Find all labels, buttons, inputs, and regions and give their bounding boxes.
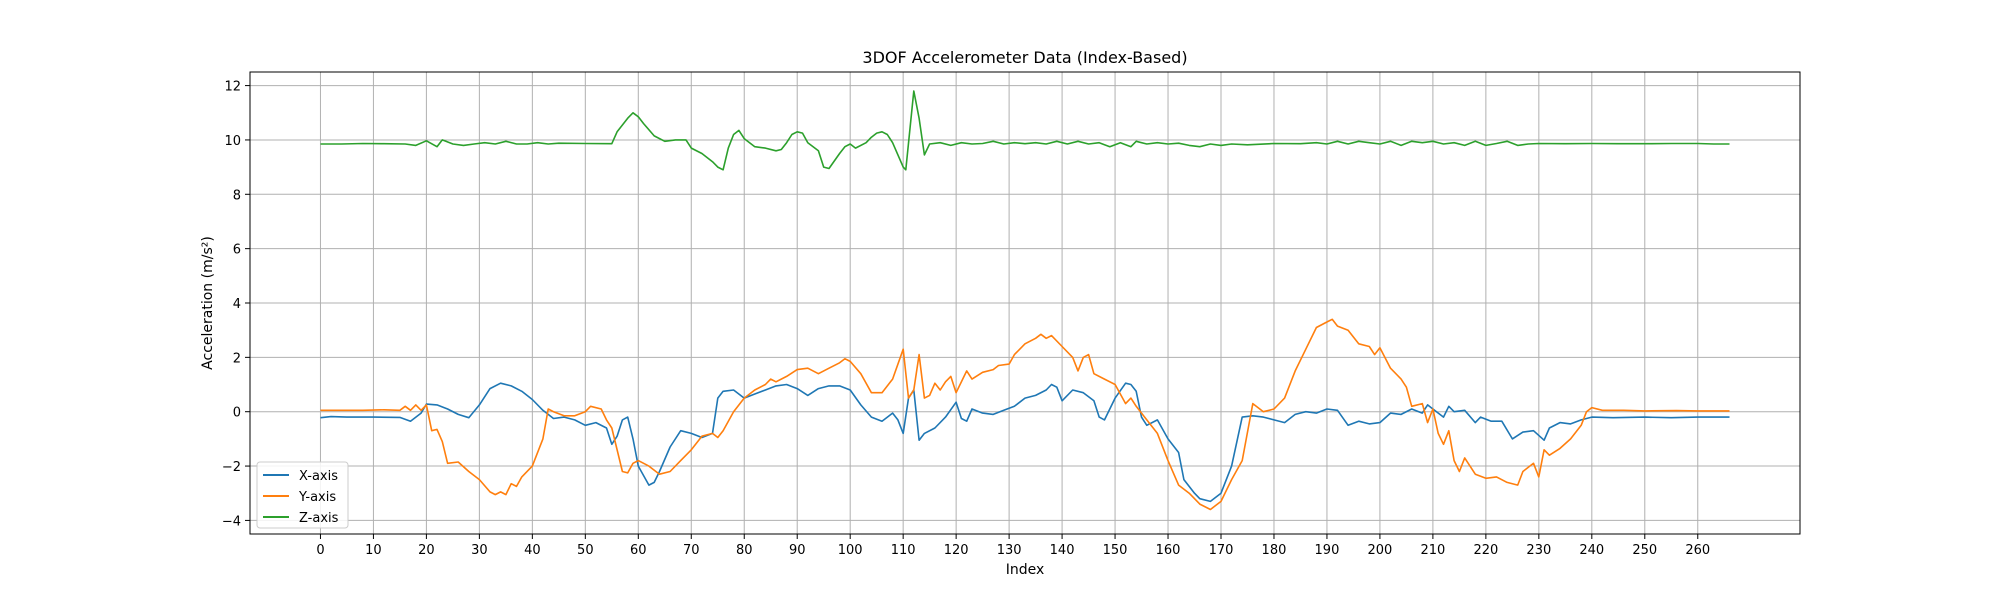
series-line-y-axis [320, 318, 1730, 511]
x-tick-label: 160 [1156, 543, 1181, 558]
x-tick-label: 230 [1526, 543, 1551, 558]
x-tick-label: 110 [891, 543, 916, 558]
x-tick-label: 60 [630, 543, 647, 558]
y-tick-label: 6 [233, 243, 241, 258]
x-tick-label: 190 [1315, 543, 1340, 558]
legend-label: Y-axis [298, 490, 336, 505]
x-tick-label: 170 [1209, 543, 1234, 558]
x-tick-label: 40 [524, 543, 541, 558]
legend: X-axis Y-axis Z-axis [256, 461, 349, 529]
legend-label: Z-axis [299, 511, 339, 526]
x-tick-label: 50 [577, 543, 594, 558]
x-tick-label: 120 [944, 543, 969, 558]
chart-title: 3DOF Accelerometer Data (Index-Based) [862, 48, 1187, 67]
series-line-z-axis [320, 90, 1730, 171]
x-tick-label: 130 [997, 543, 1022, 558]
y-axis-ticks: −4 −2 0 2 4 6 8 10 12 [222, 80, 250, 529]
x-tick-label: 180 [1262, 543, 1287, 558]
x-tick-label: 30 [471, 543, 488, 558]
x-tick-label: 200 [1368, 543, 1393, 558]
y-tick-label: 0 [233, 406, 241, 421]
y-tick-label: 8 [233, 188, 241, 203]
legend-label: X-axis [299, 469, 338, 484]
x-tick-label: 240 [1579, 543, 1604, 558]
y-tick-label: 4 [233, 297, 241, 312]
x-tick-label: 220 [1473, 543, 1498, 558]
x-tick-label: 260 [1685, 543, 1710, 558]
y-tick-label: −2 [222, 460, 241, 475]
y-tick-label: −4 [222, 514, 241, 529]
series-lines [320, 90, 1730, 511]
series-line-x-axis [320, 382, 1730, 503]
y-tick-label: 2 [233, 351, 241, 366]
x-tick-label: 250 [1632, 543, 1657, 558]
x-axis-label: Index [1006, 562, 1045, 578]
legend-box [256, 461, 349, 529]
y-tick-label: 10 [224, 134, 241, 149]
x-tick-label: 90 [789, 543, 806, 558]
x-tick-label: 80 [736, 543, 753, 558]
x-tick-label: 10 [365, 543, 382, 558]
x-tick-label: 140 [1050, 543, 1075, 558]
x-tick-label: 210 [1420, 543, 1445, 558]
grid-lines [250, 72, 1800, 534]
x-tick-label: 100 [838, 543, 863, 558]
y-tick-label: 12 [224, 80, 241, 95]
x-tick-label: 20 [418, 543, 435, 558]
x-tick-label: 0 [316, 543, 324, 558]
x-axis-ticks: 0 10 20 30 40 50 60 70 80 90 100 110 120 130 140 150 160… [316, 534, 1710, 558]
x-tick-label: 70 [683, 543, 700, 558]
x-tick-label: 150 [1103, 543, 1128, 558]
y-axis-label: Acceleration (m/s²) [200, 236, 216, 370]
